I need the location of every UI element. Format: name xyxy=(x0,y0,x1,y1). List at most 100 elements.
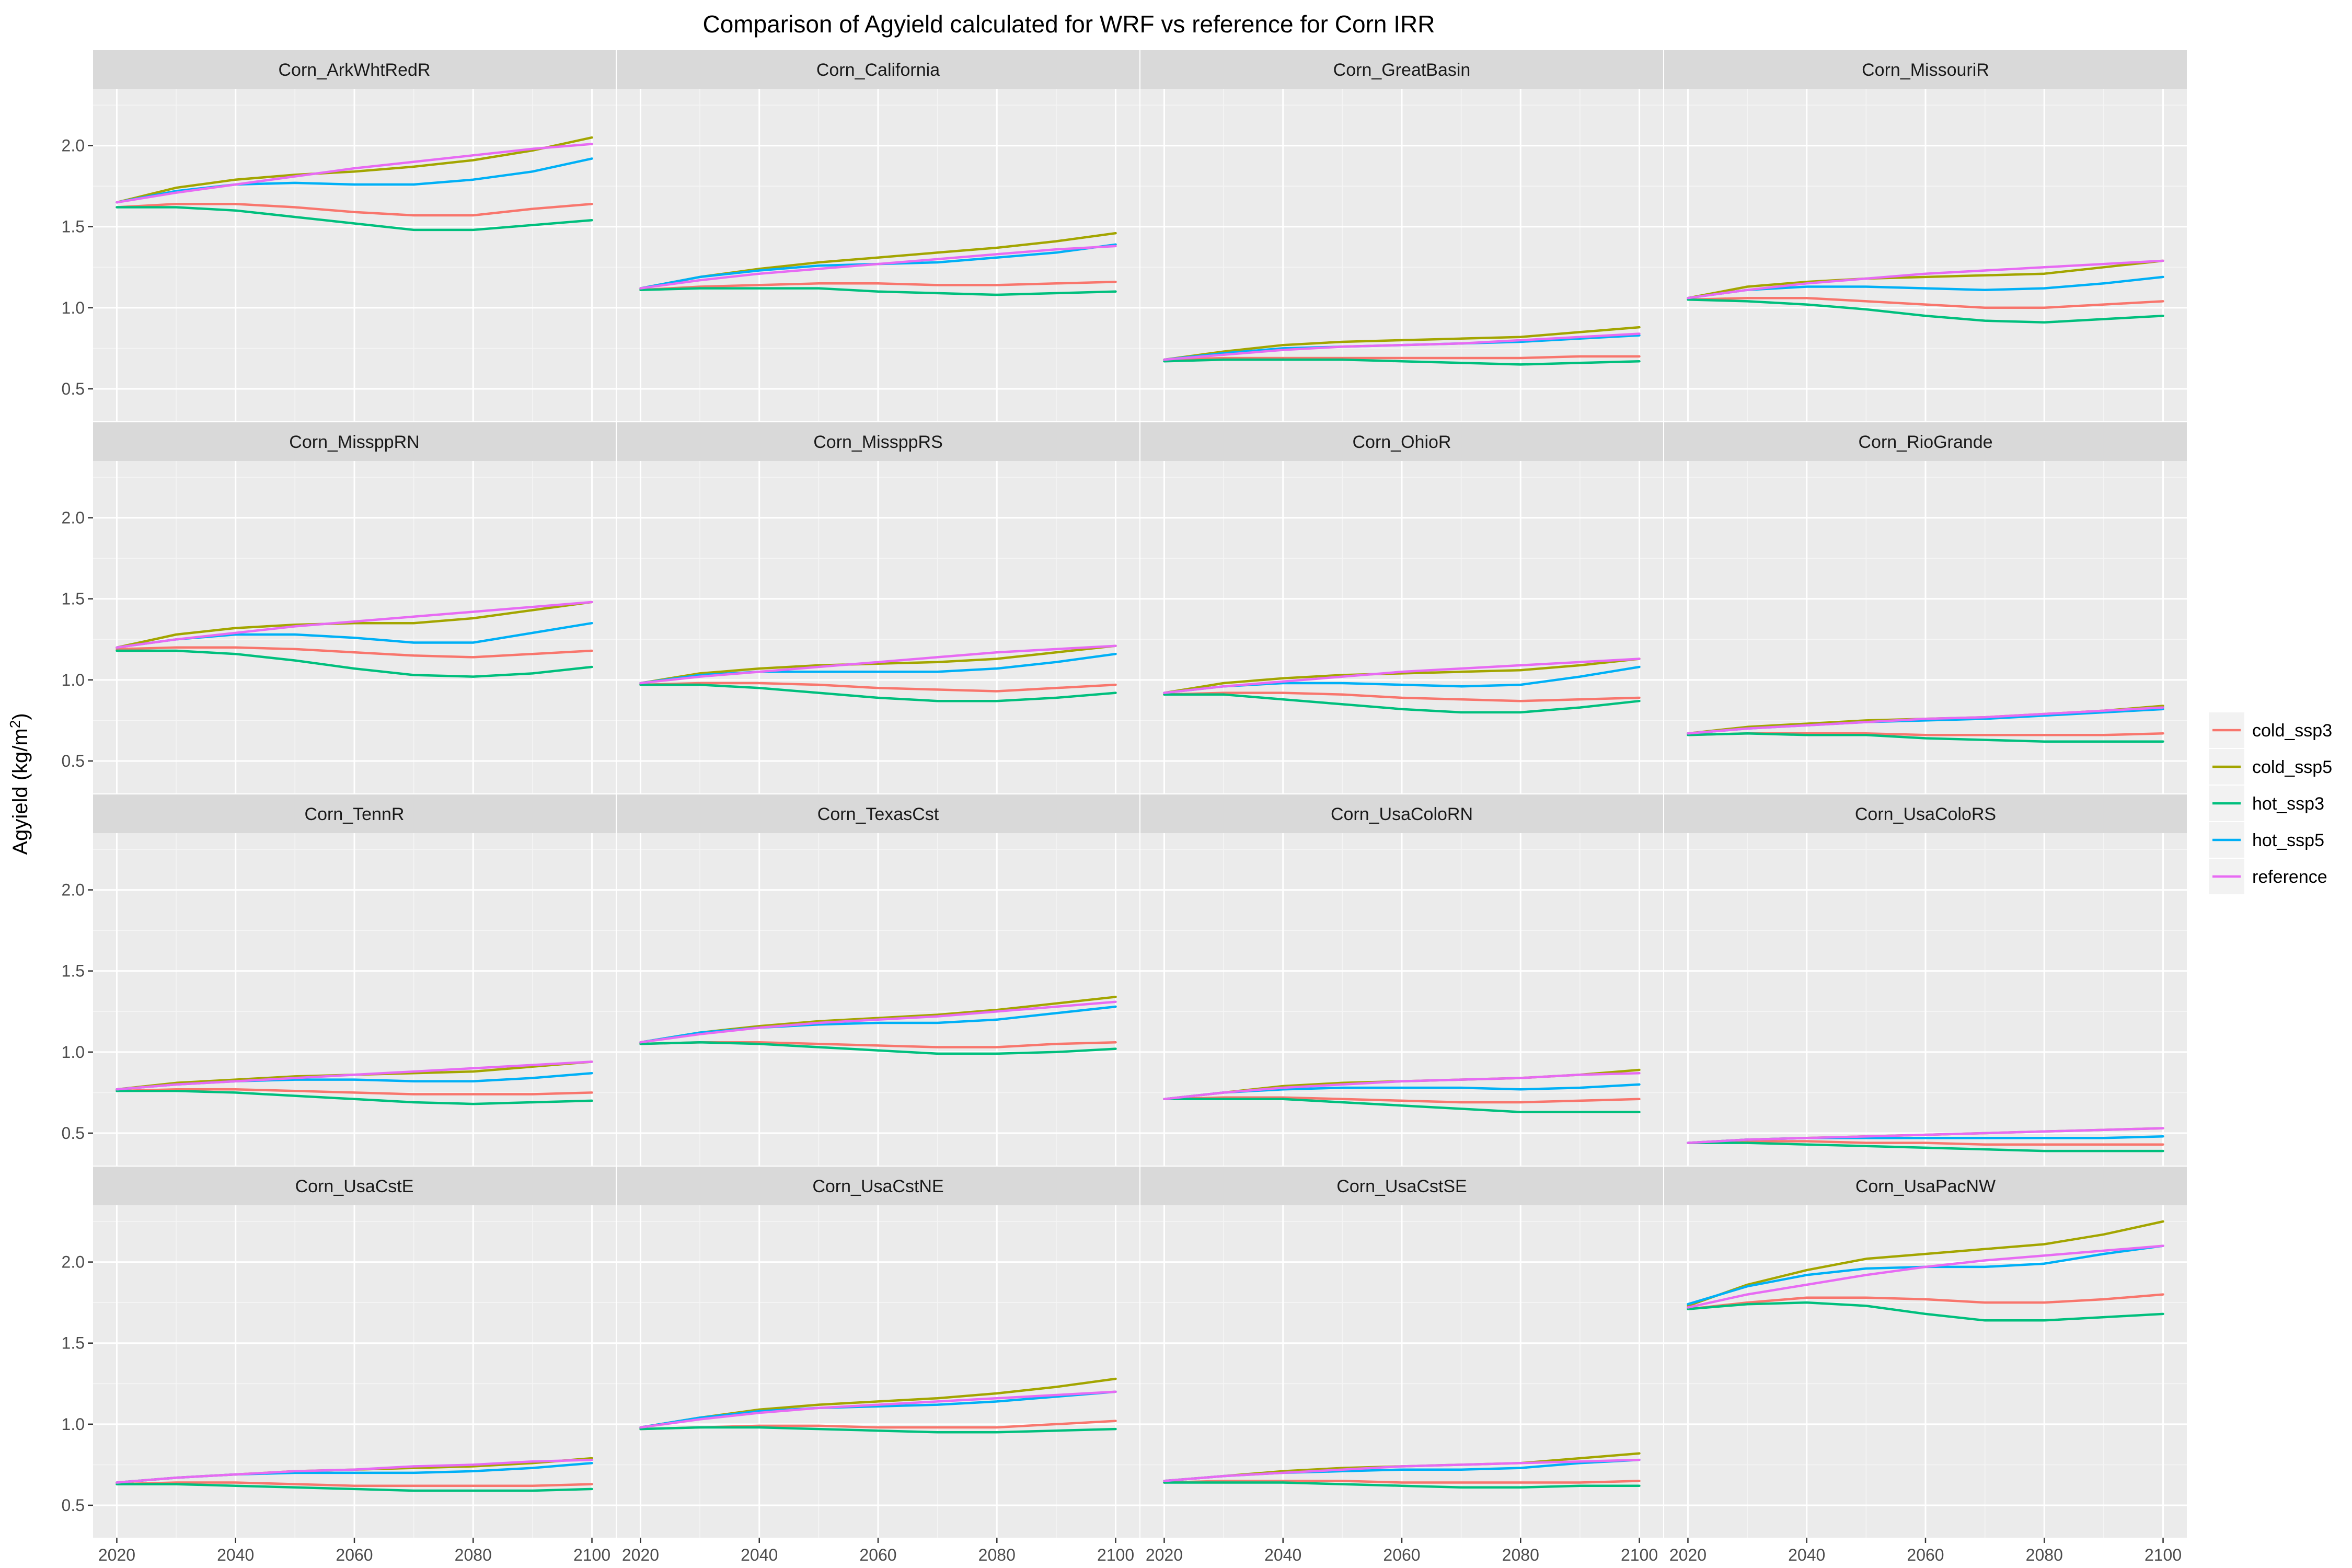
series-line-hot-ssp3 xyxy=(116,206,593,232)
legend-label-hot-ssp5: hot_ssp5 xyxy=(2252,831,2324,850)
series-line-cold-ssp3 xyxy=(1687,1140,2164,1146)
facet-strip xyxy=(93,422,616,461)
facet-strip xyxy=(1664,50,2187,89)
facet-strip-label: Corn_MissouriR xyxy=(1862,60,1989,80)
series-line-reference xyxy=(1687,706,2164,735)
facet-strip xyxy=(1664,794,2187,833)
facet-panel: Corn_UsaCstSE 2020 2040 2060 2080 2100 xyxy=(1140,1167,1663,1564)
facet-strip-label: Corn_UsaCstSE xyxy=(1336,1177,1467,1196)
y-tick-label: 2.0 xyxy=(62,136,85,155)
series-line-hot-ssp3 xyxy=(639,683,1117,702)
chart-title: Comparison of Agyield calculated for WRF… xyxy=(703,10,1435,38)
series-line-cold-ssp5 xyxy=(639,644,1117,685)
series-line-hot-ssp3 xyxy=(116,1090,593,1105)
facet-panel: Corn_TennR 0.5 1.0 1.5 2.0 xyxy=(62,794,616,1166)
facet-strip xyxy=(1140,794,1663,833)
series-line-cold-ssp3 xyxy=(116,646,593,659)
series-line-reference xyxy=(1163,658,1641,694)
facet-panel: Corn_RioGrande xyxy=(1664,422,2187,793)
series-line-hot-ssp3 xyxy=(1163,358,1641,366)
series-line-hot-ssp3 xyxy=(1687,1142,2164,1152)
legend-label-hot-ssp3: hot_ssp3 xyxy=(2252,794,2324,814)
y-tick-label: 1.0 xyxy=(62,1043,85,1062)
series-line-reference xyxy=(1163,1071,1641,1101)
x-tick-label: 2100 xyxy=(573,1546,610,1564)
x-tick-label: 2020 xyxy=(1669,1546,1707,1564)
x-tick-label: 2100 xyxy=(1621,1546,1658,1564)
x-tick-label: 2100 xyxy=(1097,1546,1134,1564)
x-tick-label: 2080 xyxy=(978,1546,1016,1564)
x-tick-label: 2040 xyxy=(741,1546,778,1564)
series-line-hot-ssp3 xyxy=(639,287,1117,296)
facet-strip xyxy=(93,50,616,89)
x-tick-label: 2060 xyxy=(859,1546,896,1564)
series-line-cold-ssp5 xyxy=(1163,658,1641,694)
series-line-cold-ssp3 xyxy=(639,280,1117,291)
series-line-hot-ssp3 xyxy=(1163,1098,1641,1113)
x-tick-label: 2040 xyxy=(1788,1546,1825,1564)
y-tick-label: 2.0 xyxy=(62,881,85,900)
y-tick-label: 1.5 xyxy=(62,590,85,608)
y-tick-label: 0.5 xyxy=(62,1496,85,1515)
series-line-cold-ssp5 xyxy=(116,601,593,649)
facet-strip-label: Corn_California xyxy=(816,60,940,80)
facet-panel: Corn_UsaColoRN xyxy=(1140,794,1663,1166)
series-line-hot-ssp3 xyxy=(639,1041,1117,1055)
facet-strip-label: Corn_TexasCst xyxy=(817,804,939,824)
series-line-cold-ssp3 xyxy=(1163,1480,1641,1484)
facet-strip-label: Corn_UsaPacNW xyxy=(1855,1177,1996,1196)
facet-panel: Corn_MissppRS xyxy=(617,422,1139,793)
x-tick-label: 2020 xyxy=(622,1546,659,1564)
y-axis-label-close: ) xyxy=(9,713,32,720)
series-line-hot-ssp3 xyxy=(116,649,593,678)
facet-strip-label: Corn_TennR xyxy=(305,804,405,824)
series-line-cold-ssp3 xyxy=(116,1481,593,1487)
series-line-hot-ssp3 xyxy=(1687,298,2164,324)
legend-label-cold-ssp3: cold_ssp3 xyxy=(2252,721,2332,741)
facet-panel: Corn_UsaCstNE 2020 2040 2060 2080 2100 xyxy=(617,1167,1139,1564)
series-line-cold-ssp3 xyxy=(1163,691,1641,702)
facet-strip xyxy=(1664,422,2187,461)
facet-panel: Corn_UsaColoRS xyxy=(1664,794,2187,1166)
series-line-cold-ssp3 xyxy=(116,203,593,217)
x-tick-label: 2080 xyxy=(2026,1546,2063,1564)
series-line-reference xyxy=(1163,332,1641,361)
series-line-hot-ssp3 xyxy=(639,1426,1117,1434)
facet-strip xyxy=(1140,1167,1663,1205)
facet-panel: Corn_MissouriR xyxy=(1664,50,2187,421)
x-tick-label: 2020 xyxy=(98,1546,135,1564)
facet-strip xyxy=(617,794,1139,833)
facet-strip-label: Corn_UsaColoRN xyxy=(1331,804,1473,824)
series-line-reference xyxy=(1687,1244,2164,1309)
series-line-cold-ssp3 xyxy=(1163,355,1641,361)
facet-panels: Corn_ArkWhtRedR 0.5 1.0 1.5 2.0 Corn_Californ… xyxy=(62,50,2187,1564)
series-line-reference xyxy=(639,1000,1117,1044)
facet-strip-label: Corn_UsaCstNE xyxy=(812,1177,943,1196)
facet-strip-label: Corn_OhioR xyxy=(1353,432,1451,452)
legend-label-cold-ssp5: cold_ssp5 xyxy=(2252,757,2332,777)
facet-strip xyxy=(1140,50,1663,89)
facet-strip xyxy=(93,794,616,833)
facet-panel: Corn_TexasCst xyxy=(617,794,1139,1166)
x-tick-label: 2060 xyxy=(1907,1546,1944,1564)
series-line-hot-ssp3 xyxy=(116,1483,593,1492)
x-tick-label: 2100 xyxy=(2145,1546,2182,1564)
series-line-hot-ssp5 xyxy=(639,1390,1117,1429)
series-line-cold-ssp3 xyxy=(1163,1096,1641,1104)
facet-strip-label: Corn_GreatBasin xyxy=(1333,60,1471,80)
series-line-reference xyxy=(116,143,593,204)
series-line-cold-ssp5 xyxy=(1687,259,2164,299)
x-tick-label: 2060 xyxy=(1383,1546,1420,1564)
facet-strip-label: Corn_MissppRN xyxy=(289,432,419,452)
series-line-cold-ssp5 xyxy=(1687,1220,2164,1307)
y-tick-label: 0.5 xyxy=(62,1124,85,1143)
facet-strip xyxy=(617,50,1139,89)
series-line-hot-ssp3 xyxy=(1163,1481,1641,1489)
facet-strip-label: Corn_ArkWhtRedR xyxy=(279,60,431,80)
facet-panel: Corn_UsaPacNW 2020 2040 2060 2080 2100 xyxy=(1664,1167,2187,1564)
y-tick-label: 1.0 xyxy=(62,298,85,317)
y-tick-label: 2.0 xyxy=(62,509,85,527)
y-tick-label: 1.5 xyxy=(62,1334,85,1353)
y-tick-label: 2.0 xyxy=(62,1253,85,1272)
